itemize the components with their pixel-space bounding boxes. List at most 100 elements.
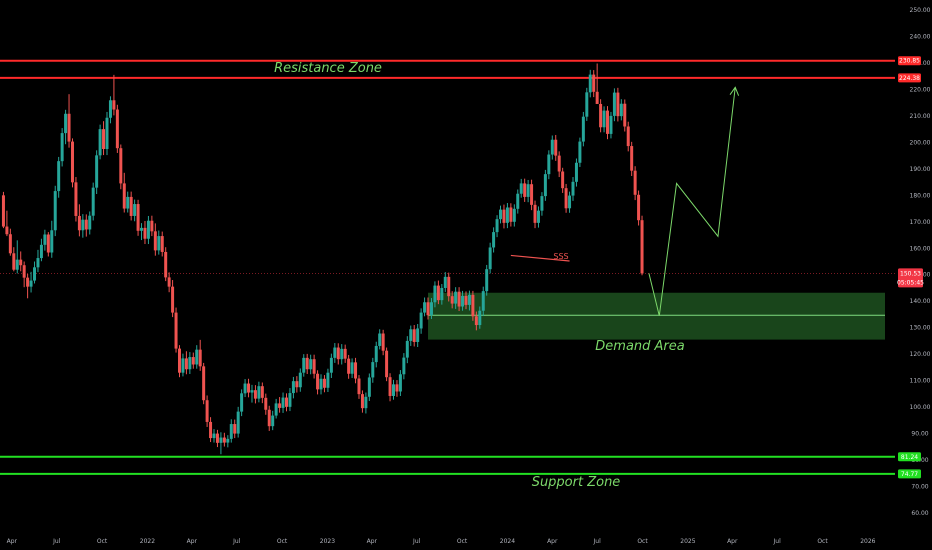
y-tick-label: 200.00 bbox=[910, 139, 931, 146]
y-tick-label: 60.00 bbox=[911, 510, 928, 517]
y-tick-label: 120.00 bbox=[910, 351, 931, 358]
candle-body bbox=[91, 187, 95, 216]
x-tick-label: Oct bbox=[817, 538, 828, 545]
x-tick-label: 2022 bbox=[140, 538, 155, 545]
x-tick-label: 2025 bbox=[680, 538, 695, 545]
candle-body bbox=[95, 155, 99, 188]
candle-body bbox=[150, 220, 154, 232]
candle-body bbox=[219, 437, 223, 443]
candle-body bbox=[322, 378, 326, 388]
candle-body bbox=[264, 397, 268, 410]
candle-body bbox=[302, 357, 306, 373]
candle-body bbox=[505, 207, 509, 223]
candle-body bbox=[167, 277, 171, 287]
candle-body bbox=[485, 269, 489, 292]
candle-body bbox=[84, 219, 88, 230]
candle-body bbox=[633, 170, 637, 195]
x-tick-label: 2023 bbox=[320, 538, 335, 545]
candle-body bbox=[436, 285, 440, 301]
candle-body bbox=[291, 381, 295, 394]
candle-body bbox=[574, 162, 578, 182]
candle-body bbox=[250, 390, 254, 393]
demand-area-box bbox=[428, 292, 885, 340]
candle-body bbox=[599, 103, 603, 128]
candle-body bbox=[267, 409, 271, 427]
candle-body bbox=[374, 345, 378, 363]
candle-body bbox=[57, 161, 61, 192]
candle-body bbox=[205, 400, 209, 422]
zones-layer bbox=[0, 59, 895, 475]
candle-body bbox=[326, 372, 330, 388]
candle-body bbox=[630, 146, 634, 171]
candle-body bbox=[612, 92, 616, 116]
x-tick-label: Jul bbox=[593, 538, 602, 545]
candle-body bbox=[461, 295, 465, 307]
x-tick-label: Jul bbox=[52, 538, 61, 545]
candle-body bbox=[454, 291, 458, 304]
candle-body bbox=[412, 329, 416, 342]
x-tick-label: Jul bbox=[232, 538, 241, 545]
candle-body bbox=[312, 359, 316, 374]
candle-body bbox=[478, 310, 482, 326]
candle-body bbox=[202, 366, 206, 401]
candle-body bbox=[133, 204, 137, 216]
candle-body bbox=[212, 433, 216, 439]
candle-body bbox=[77, 215, 81, 231]
candle-body bbox=[509, 207, 513, 222]
candle-body bbox=[60, 133, 64, 162]
candle-body bbox=[98, 129, 102, 156]
x-tick-label: Apr bbox=[187, 538, 198, 545]
candle-body bbox=[257, 386, 261, 399]
y-tick-label: 190.00 bbox=[910, 166, 931, 173]
candle-body bbox=[243, 383, 247, 394]
candle-body bbox=[405, 340, 409, 358]
candle-body bbox=[495, 219, 499, 233]
candle-body bbox=[19, 259, 23, 266]
candle-body bbox=[557, 155, 561, 172]
candle-body bbox=[550, 139, 554, 155]
candle-body bbox=[602, 110, 606, 128]
candle-body bbox=[464, 295, 468, 305]
candle-body bbox=[340, 348, 344, 360]
candle-body bbox=[281, 397, 285, 408]
candle-body bbox=[564, 188, 568, 209]
candle-body bbox=[240, 393, 244, 412]
candle-body bbox=[53, 191, 57, 231]
support-lower-tag bbox=[898, 469, 921, 479]
candle-body bbox=[278, 403, 282, 408]
resistance-upper-tag bbox=[898, 56, 921, 66]
candle-body bbox=[74, 182, 78, 216]
candle-body bbox=[333, 347, 337, 358]
candle-body bbox=[295, 381, 299, 388]
y-tick-label: 210.00 bbox=[910, 113, 931, 120]
candle-body bbox=[222, 437, 226, 443]
candle-body bbox=[423, 302, 427, 313]
candle-body bbox=[571, 181, 575, 196]
candle-body bbox=[305, 357, 309, 370]
candle-body bbox=[447, 276, 451, 297]
candle-body bbox=[33, 267, 37, 281]
candle-body bbox=[226, 438, 230, 443]
candle-body bbox=[184, 358, 188, 370]
candle-body bbox=[540, 196, 544, 211]
candle-body bbox=[39, 244, 43, 259]
candle-body bbox=[402, 357, 406, 375]
projection-arrowhead bbox=[729, 86, 740, 96]
candle-body bbox=[474, 316, 478, 326]
candle-body bbox=[419, 312, 423, 329]
candle-body bbox=[381, 333, 385, 351]
candle-body bbox=[43, 234, 47, 245]
candle-body bbox=[329, 357, 333, 373]
candle-body bbox=[619, 103, 623, 117]
candle-body bbox=[64, 113, 68, 134]
candle-body bbox=[519, 183, 523, 194]
x-tick-label: 2024 bbox=[500, 538, 515, 545]
candle-body bbox=[146, 220, 150, 239]
candle-body bbox=[164, 251, 168, 278]
support-upper-tag-text: 81.24 bbox=[901, 454, 918, 461]
x-tick-label: Oct bbox=[637, 538, 648, 545]
candle-body bbox=[112, 100, 116, 110]
candle-body bbox=[46, 234, 50, 253]
y-tick-label: 180.00 bbox=[910, 192, 931, 199]
